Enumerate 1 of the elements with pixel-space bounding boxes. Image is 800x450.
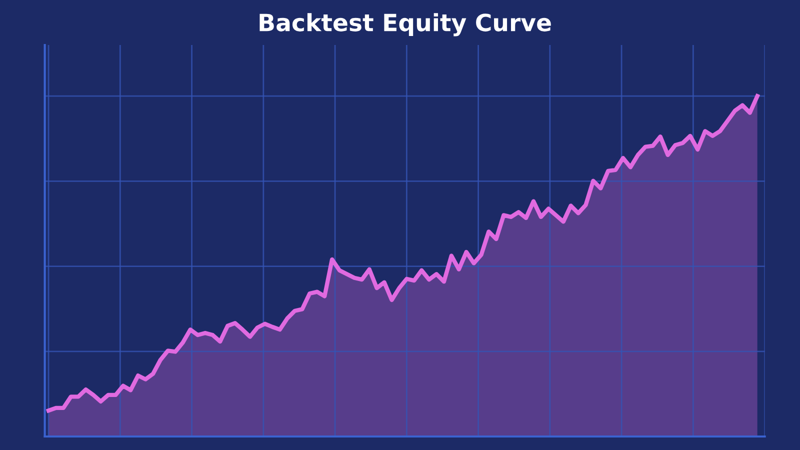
chart-title: Backtest Equity Curve <box>260 13 551 36</box>
